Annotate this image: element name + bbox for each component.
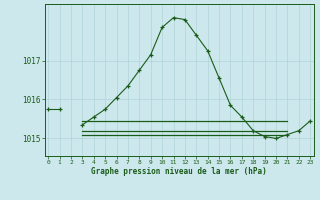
- X-axis label: Graphe pression niveau de la mer (hPa): Graphe pression niveau de la mer (hPa): [91, 167, 267, 176]
